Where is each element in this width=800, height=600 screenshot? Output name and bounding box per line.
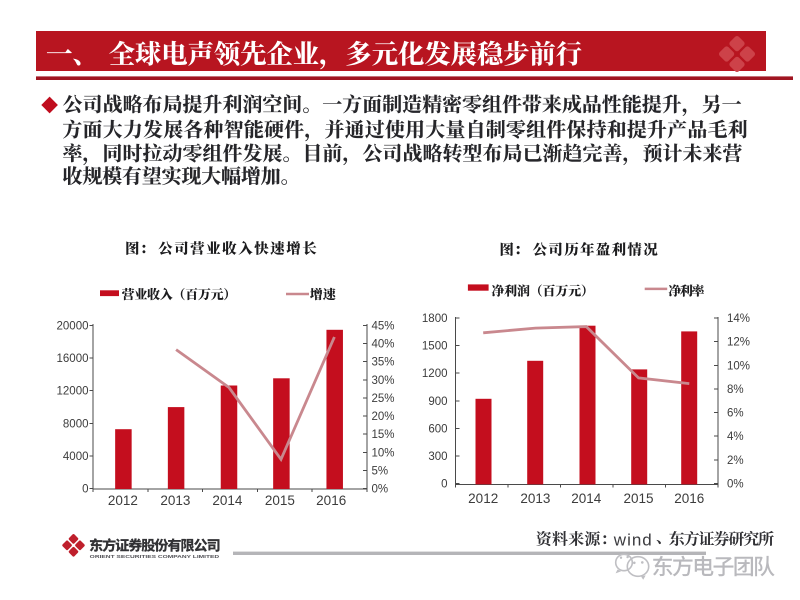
svg-text:0%: 0%	[372, 484, 389, 496]
svg-text:45%: 45%	[372, 321, 395, 333]
svg-text:6%: 6%	[727, 408, 744, 420]
svg-text:2013: 2013	[520, 491, 550, 506]
svg-text:30%: 30%	[372, 375, 395, 387]
svg-text:2015: 2015	[623, 491, 653, 506]
svg-text:14%: 14%	[727, 313, 750, 325]
svg-text:1500: 1500	[422, 341, 448, 353]
svg-text:300: 300	[428, 451, 447, 463]
svg-text:2013: 2013	[160, 493, 190, 508]
svg-text:ORIENT SECURITIES COMPANY LIMI: ORIENT SECURITIES COMPANY LIMITED	[90, 554, 220, 560]
svg-text:2016: 2016	[316, 493, 346, 508]
svg-text:2012: 2012	[108, 493, 138, 508]
svg-text:40%: 40%	[372, 339, 395, 351]
svg-text:4%: 4%	[727, 431, 744, 443]
svg-text:2016: 2016	[674, 491, 704, 506]
svg-text:1200: 1200	[422, 368, 448, 380]
svg-text:16000: 16000	[57, 353, 89, 365]
svg-text:5%: 5%	[372, 465, 389, 477]
svg-text:20000: 20000	[57, 321, 89, 333]
svg-text:0%: 0%	[727, 478, 744, 490]
svg-text:2012: 2012	[468, 491, 498, 506]
svg-text:10%: 10%	[372, 447, 395, 459]
svg-text:25%: 25%	[372, 393, 395, 405]
svg-text:4000: 4000	[63, 451, 89, 463]
svg-text:2014: 2014	[571, 491, 602, 506]
svg-text:0: 0	[82, 484, 88, 496]
svg-text:15%: 15%	[372, 429, 395, 441]
svg-text:0: 0	[441, 478, 447, 490]
svg-text:8%: 8%	[727, 384, 744, 396]
svg-text:900: 900	[428, 396, 447, 408]
svg-text:wind: wind	[613, 530, 653, 549]
svg-text:600: 600	[428, 423, 447, 435]
svg-text:2014: 2014	[212, 493, 243, 508]
svg-text:1800: 1800	[422, 313, 448, 325]
svg-text:12000: 12000	[57, 386, 89, 398]
svg-text:2%: 2%	[727, 455, 744, 467]
svg-text:20%: 20%	[372, 411, 395, 423]
svg-text:12%: 12%	[727, 337, 750, 349]
svg-text:10%: 10%	[727, 360, 750, 372]
svg-text:35%: 35%	[372, 357, 395, 369]
svg-text:8000: 8000	[63, 418, 89, 430]
svg-text:2015: 2015	[265, 493, 295, 508]
